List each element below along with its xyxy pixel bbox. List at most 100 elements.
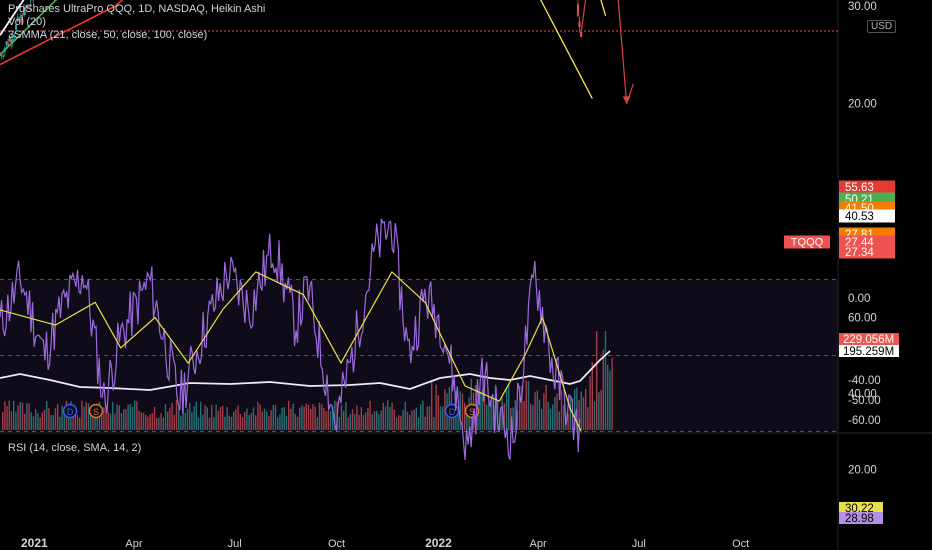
volume-bar: [365, 412, 367, 430]
volume-bar: [288, 400, 290, 430]
volume-bar: [519, 385, 521, 430]
volume-bar: [428, 405, 431, 430]
volume-bar: [371, 414, 373, 430]
volume-bar: [54, 407, 57, 430]
volume-label-box: [839, 345, 899, 357]
volume-bar: [46, 401, 48, 430]
volume-bar: [63, 407, 65, 430]
rsi-label-box: [839, 512, 883, 524]
volume-bar: [299, 407, 301, 430]
volume-bar: [105, 404, 107, 430]
currency-label[interactable]: USD: [867, 20, 897, 33]
volume-bar: [569, 397, 571, 430]
volume-bar: [384, 406, 387, 430]
volume-bar: [598, 392, 600, 430]
volume-bar: [607, 364, 609, 430]
volume-bar: [235, 409, 237, 430]
time-axis-tick: Oct: [732, 538, 749, 550]
volume-bar: [459, 391, 461, 430]
volume-bar: [215, 404, 217, 430]
volume-bar: [125, 409, 127, 430]
volume-bar: [101, 415, 103, 430]
volume-bar: [580, 391, 582, 430]
volume-bar: [523, 400, 525, 430]
volume-bar: [76, 414, 79, 430]
volume-label-text: 195.259M: [843, 346, 894, 358]
volume-bar: [241, 417, 244, 430]
volume-bar: [211, 404, 213, 430]
volume-bar: [545, 384, 547, 430]
volume-bar: [79, 417, 81, 430]
volume-bar: [151, 413, 153, 430]
volume-bar: [567, 413, 569, 430]
volume-bar: [534, 392, 536, 430]
volume-bar: [486, 404, 488, 430]
volume-bar: [378, 414, 380, 430]
volume-bar: [512, 407, 514, 430]
price-axis-tick: 0.00: [848, 293, 870, 305]
volume-bar: [28, 403, 30, 430]
volume-bar: [96, 408, 98, 430]
candle-body: [578, 21, 581, 28]
volume-bar: [457, 407, 459, 430]
volume-bar: [193, 406, 195, 430]
candle-body: [2, 55, 5, 57]
rsi-axis-tick: 40.00: [848, 389, 877, 401]
volume-bar: [48, 407, 50, 430]
volume-bar: [585, 389, 587, 430]
candle-body: [10, 40, 13, 43]
volume-bar: [521, 386, 523, 430]
rsi-legend: RSI (14, close, SMA, 14, 2): [8, 442, 142, 454]
volume-bar: [228, 415, 230, 430]
volume-bar: [303, 406, 305, 430]
volume-bar: [191, 412, 193, 430]
chart-title: ProShares UltraPro QQQ, 1D, NASDAQ, Heik…: [8, 3, 266, 15]
volume-bar: [72, 415, 74, 430]
volume-bar: [138, 410, 140, 430]
volume-bar: [13, 400, 15, 430]
volume-bar: [380, 410, 382, 430]
volume-bars: [2, 331, 613, 430]
volume-bar: [376, 410, 378, 430]
volume-bar: [536, 390, 538, 430]
candle-body: [0, 55, 3, 57]
volume-bar: [202, 414, 204, 430]
volume-bar: [505, 388, 508, 430]
volume-bar: [147, 416, 149, 430]
volume-bar: [552, 404, 554, 430]
volume-bar: [37, 412, 39, 430]
volume-bar: [10, 411, 13, 430]
volume-bar: [488, 398, 490, 430]
candle-body: [580, 32, 583, 37]
volume-bar: [409, 414, 411, 430]
volume-bar: [90, 406, 92, 430]
volume-bar: [367, 408, 369, 430]
volume-bar: [129, 404, 131, 430]
volume-bar: [576, 387, 578, 430]
volume-bar: [294, 413, 296, 430]
volume-bar: [334, 400, 336, 430]
volume-bar: [525, 380, 527, 430]
dividend-marker: [62, 403, 78, 419]
volume-bar: [389, 406, 391, 430]
volume-bar: [120, 412, 123, 430]
time-axis-tick: 2022: [425, 536, 452, 550]
volume-bar: [413, 409, 415, 430]
volume-bar: [301, 405, 303, 430]
volume-bar: [200, 401, 202, 430]
volume-bar: [426, 406, 428, 430]
volume-bar: [589, 376, 591, 430]
volume-bar: [164, 404, 167, 430]
volume-bar: [244, 412, 246, 430]
volume-bar: [233, 411, 235, 430]
rsi-axis-tick: 20.00: [848, 465, 877, 477]
volume-bar: [17, 405, 19, 430]
candle-body: [15, 24, 18, 30]
candle-body: [7, 43, 10, 46]
volume-bar: [237, 405, 239, 430]
rsi-line: [0, 218, 581, 460]
volume-bar: [59, 416, 61, 430]
volume-bar: [204, 405, 206, 430]
volume-bar: [602, 349, 604, 430]
